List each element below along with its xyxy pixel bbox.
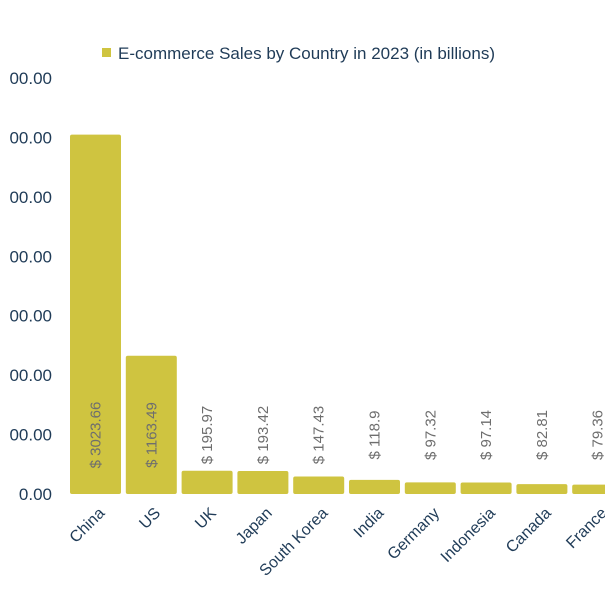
bar[interactable] bbox=[125, 355, 177, 494]
x-tick-label: France bbox=[563, 505, 605, 552]
data-label: $ 118.9 bbox=[367, 411, 384, 460]
data-label: $ 195.97 bbox=[199, 406, 216, 464]
x-tick-label: US bbox=[136, 505, 164, 533]
data-label: $ 82.81 bbox=[534, 410, 551, 460]
y-tick-label: 00.00 bbox=[9, 307, 52, 326]
x-tick-label: Japan bbox=[233, 505, 276, 548]
x-tick-label: Indonesia bbox=[438, 505, 499, 566]
bar[interactable] bbox=[460, 482, 512, 494]
y-tick-label: 0.00 bbox=[19, 485, 52, 504]
data-label: $ 97.32 bbox=[422, 410, 439, 460]
x-tick-label: Germany bbox=[385, 505, 444, 564]
y-axis: 0.00 00.00 00.00 00.00 00.00 00.00 00.00 00.00 bbox=[9, 69, 52, 504]
legend-swatch bbox=[102, 48, 111, 57]
bar[interactable] bbox=[349, 479, 400, 494]
x-tick-label: Canada bbox=[503, 505, 555, 557]
x-tick-label: China bbox=[67, 505, 109, 547]
data-label: $ 3023.66 bbox=[88, 402, 105, 469]
y-tick-label: 00.00 bbox=[9, 69, 52, 88]
bar[interactable] bbox=[572, 484, 605, 494]
data-label: $ 147.43 bbox=[311, 406, 328, 464]
bars bbox=[70, 134, 605, 495]
y-tick-label: 00.00 bbox=[9, 366, 52, 385]
bar[interactable] bbox=[181, 470, 233, 494]
bar[interactable] bbox=[404, 482, 456, 494]
y-tick-label: 00.00 bbox=[9, 247, 52, 266]
y-tick-label: 00.00 bbox=[9, 128, 52, 147]
x-tick-label: UK bbox=[192, 505, 220, 533]
legend: E-commerce Sales by Country in 2023 (in … bbox=[102, 44, 495, 63]
y-tick-label: 00.00 bbox=[9, 426, 52, 445]
data-label: $ 79.36 bbox=[590, 410, 605, 460]
data-labels: $ 3023.66 $ 1163.49 $ 195.97 $ 193.42 $ 147.… bbox=[88, 402, 605, 469]
y-tick-label: 00.00 bbox=[9, 188, 52, 207]
legend-label: E-commerce Sales by Country in 2023 (in … bbox=[118, 44, 495, 63]
bar[interactable] bbox=[70, 134, 121, 495]
data-label: $ 1163.49 bbox=[143, 402, 160, 468]
x-tick-label: India bbox=[351, 505, 388, 542]
data-label: $ 97.14 bbox=[478, 410, 495, 460]
bar[interactable] bbox=[516, 484, 568, 494]
bar[interactable] bbox=[237, 471, 289, 494]
data-label: $ 193.42 bbox=[255, 406, 272, 464]
bar[interactable] bbox=[293, 476, 345, 494]
